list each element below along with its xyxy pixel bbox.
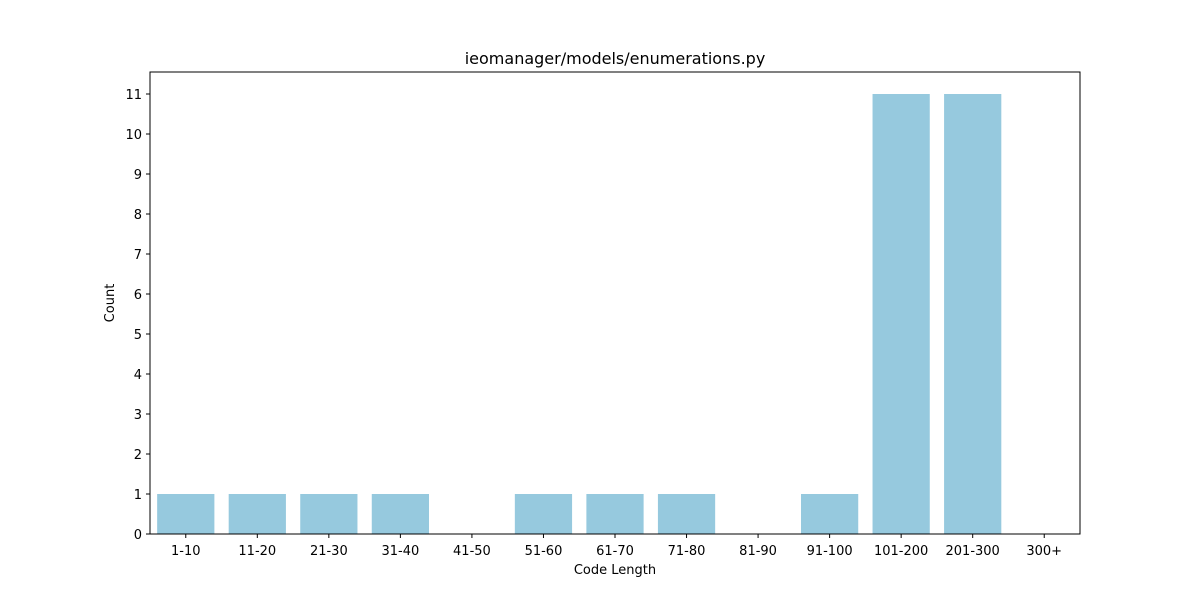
x-tick-label: 91-100 — [807, 544, 853, 559]
y-tick-label: 1 — [134, 488, 142, 503]
y-tick-label: 2 — [134, 448, 142, 463]
bar-61-70 — [586, 494, 644, 534]
bar-31-40 — [371, 494, 429, 534]
bar-91-100 — [801, 494, 859, 534]
bar-51-60 — [514, 494, 573, 534]
x-tick-label: 201-300 — [946, 544, 1000, 559]
x-tick-label: 21-30 — [310, 544, 348, 559]
y-tick-label: 6 — [134, 288, 142, 303]
y-tick-label: 3 — [134, 408, 142, 423]
x-tick-label: 1-10 — [171, 544, 201, 559]
bar-101-200 — [872, 94, 930, 534]
bars — [157, 94, 1002, 534]
x-tick-label: 51-60 — [525, 544, 563, 559]
x-tick-label: 61-70 — [596, 544, 634, 559]
x-tick-label: 11-20 — [238, 544, 276, 559]
y-axis-label: Count — [103, 284, 118, 323]
x-tick-label: 41-50 — [453, 544, 491, 559]
x-tick-label: 71-80 — [668, 544, 706, 559]
bar-201-300 — [944, 94, 1002, 534]
plot-frame — [149, 71, 1081, 535]
bar-71-80 — [657, 494, 716, 534]
y-tick-label: 11 — [125, 88, 142, 103]
x-axis-ticks: 1-10 11-20 21-30 31-40 41-50 51-60 61-70 71-80 8… — [171, 534, 1062, 559]
bar-11-20 — [228, 494, 286, 534]
x-tick-label: 101-200 — [874, 544, 928, 559]
x-tick-label: 81-90 — [739, 544, 777, 559]
y-tick-label: 4 — [134, 368, 142, 383]
x-tick-label: 31-40 — [381, 544, 419, 559]
y-axis-ticks: 0 1 2 3 4 5 6 7 8 9 10 11 — [125, 88, 150, 543]
y-tick-label: 10 — [125, 128, 142, 143]
x-axis-label: Code Length — [574, 563, 656, 578]
bar-21-30 — [300, 494, 358, 534]
y-tick-label: 5 — [134, 328, 142, 343]
chart-title: ieomanager/models/enumerations.py — [465, 49, 766, 68]
y-tick-label: 0 — [134, 528, 142, 543]
y-tick-label: 9 — [134, 168, 142, 183]
y-tick-label: 7 — [134, 248, 142, 263]
y-tick-label: 8 — [134, 208, 142, 223]
bar-1-10 — [157, 494, 215, 534]
x-tick-label: 300+ — [1026, 544, 1062, 559]
